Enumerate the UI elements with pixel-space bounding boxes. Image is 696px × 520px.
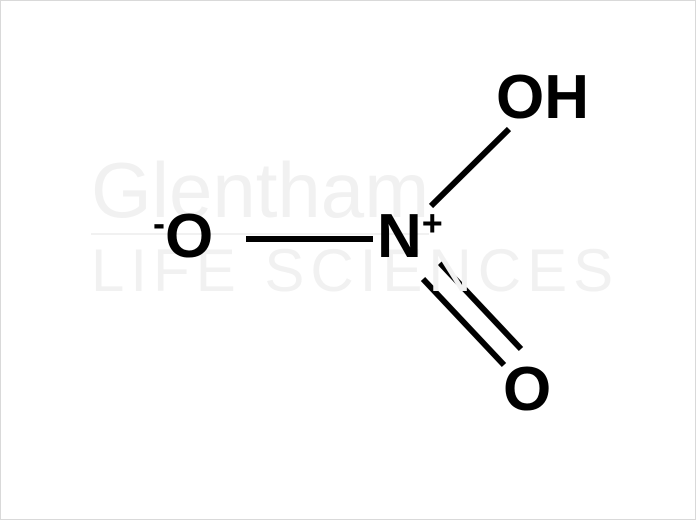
atom-o-bottom-label: O [503, 355, 551, 424]
structure-canvas: Glentham LIFE SCIENCES -O N+ OH O [0, 0, 696, 520]
charge-minus: - [153, 202, 165, 243]
atom-o-left: -O [153, 206, 213, 268]
charge-plus: + [422, 202, 443, 243]
atom-o-left-label: O [165, 202, 213, 271]
atom-n: N+ [377, 206, 443, 268]
bond-layer [1, 1, 696, 520]
bond-n-oh [431, 129, 509, 206]
atom-n-label: N [377, 202, 422, 271]
atom-oh-label: OH [496, 63, 589, 132]
atom-o-bottom: O [503, 359, 551, 421]
atom-oh-top: OH [496, 67, 589, 129]
